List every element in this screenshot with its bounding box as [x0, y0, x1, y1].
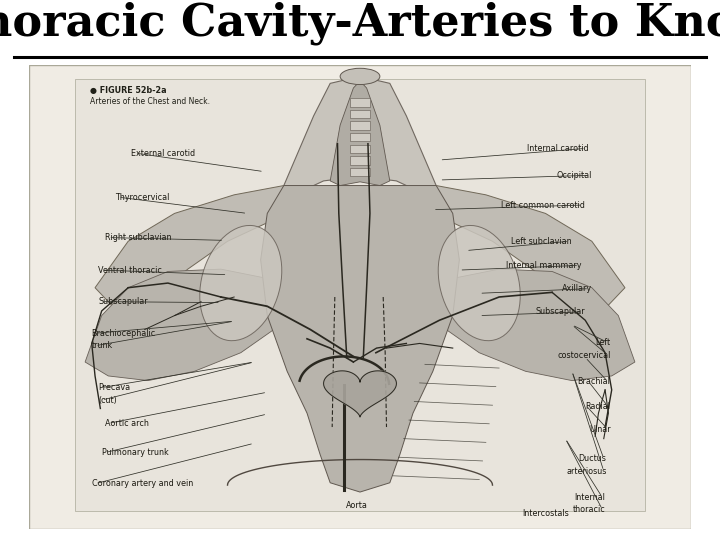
Text: Occipital: Occipital	[557, 171, 592, 180]
Text: Ulnar: Ulnar	[589, 425, 611, 434]
Text: Aortic arch: Aortic arch	[105, 419, 149, 428]
Text: Thyrocervical: Thyrocervical	[115, 193, 169, 201]
Text: Aorta: Aorta	[346, 501, 368, 510]
Bar	[350, 110, 370, 118]
Bar	[350, 145, 370, 153]
FancyBboxPatch shape	[29, 65, 691, 529]
Text: Internal carotid: Internal carotid	[527, 144, 588, 153]
Polygon shape	[330, 81, 390, 186]
Polygon shape	[95, 186, 290, 315]
Polygon shape	[85, 269, 287, 381]
Text: Axillary: Axillary	[562, 284, 592, 293]
Text: Right subclavian: Right subclavian	[105, 233, 171, 242]
Text: Ductus: Ductus	[579, 454, 606, 463]
Polygon shape	[323, 371, 397, 417]
Text: Internal mammary: Internal mammary	[506, 261, 582, 270]
Text: Left subclavian: Left subclavian	[511, 237, 572, 246]
Text: Left common carotid: Left common carotid	[501, 200, 585, 210]
Text: Left: Left	[595, 338, 611, 347]
Text: ● FIGURE 52b-2a: ● FIGURE 52b-2a	[90, 86, 166, 94]
Bar	[350, 168, 370, 176]
Bar	[350, 133, 370, 141]
Ellipse shape	[340, 68, 380, 85]
Text: Brachial: Brachial	[577, 377, 611, 386]
Text: Subscapular: Subscapular	[99, 297, 148, 306]
Text: (cut): (cut)	[99, 396, 117, 404]
Text: Ventral thoracic: Ventral thoracic	[99, 266, 162, 274]
Polygon shape	[433, 269, 635, 381]
Text: External carotid: External carotid	[132, 148, 196, 158]
Text: costocervical: costocervical	[557, 350, 611, 360]
Text: Intercostals: Intercostals	[522, 509, 569, 517]
Text: Radial: Radial	[585, 402, 611, 410]
Ellipse shape	[438, 226, 521, 341]
Text: Subscapular: Subscapular	[536, 307, 585, 316]
Text: trunk: trunk	[91, 341, 113, 350]
FancyBboxPatch shape	[75, 79, 645, 511]
Bar	[350, 122, 370, 130]
Text: Thoracic Cavity-Arteries to Know: Thoracic Cavity-Arteries to Know	[0, 2, 720, 45]
Text: arteriosus: arteriosus	[566, 467, 606, 476]
Bar	[350, 156, 370, 165]
Text: Internal: Internal	[575, 493, 605, 502]
Polygon shape	[261, 186, 459, 492]
Polygon shape	[284, 76, 436, 195]
Text: Precava: Precava	[99, 383, 130, 392]
Ellipse shape	[199, 226, 282, 341]
Text: Pulmonary trunk: Pulmonary trunk	[102, 448, 168, 457]
Text: Brachiocephalic: Brachiocephalic	[91, 329, 156, 338]
Text: Arteries of the Chest and Neck.: Arteries of the Chest and Neck.	[90, 97, 210, 106]
Bar	[350, 98, 370, 106]
Text: Coronary artery and vein: Coronary artery and vein	[91, 479, 193, 488]
Polygon shape	[430, 186, 625, 315]
Text: thoracic: thoracic	[572, 505, 605, 514]
